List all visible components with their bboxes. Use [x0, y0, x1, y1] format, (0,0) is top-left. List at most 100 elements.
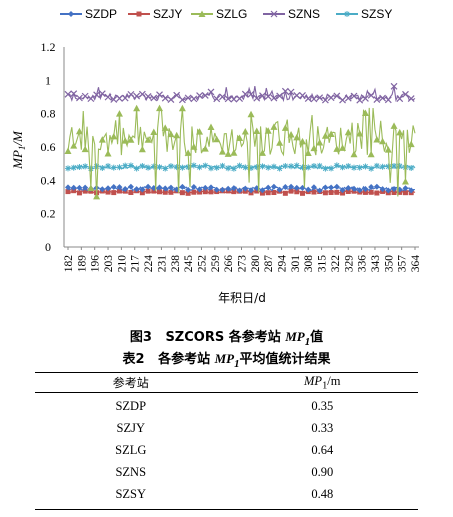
data-point — [293, 133, 301, 141]
chart-legend: SZDP SZJY SZLG SZNS SZSY — [60, 7, 392, 21]
data-point — [190, 184, 197, 191]
figure-caption-prefix: SZCORS 各参考站 — [165, 330, 286, 345]
data-point — [379, 94, 387, 102]
data-point — [299, 92, 306, 99]
header-mp1: MP1/m — [226, 373, 418, 393]
legend-marker — [136, 11, 142, 17]
data-point — [333, 92, 341, 100]
data-point — [321, 96, 329, 104]
data-point — [241, 90, 249, 98]
legend-item-szsy: SZSY — [336, 7, 392, 21]
data-point — [265, 164, 272, 171]
data-point — [93, 192, 101, 200]
data-point — [356, 187, 363, 194]
x-tick-label: 182 — [63, 255, 75, 273]
x-tick-label: 357 — [397, 255, 409, 273]
data-point — [379, 186, 386, 193]
series-szns — [64, 82, 416, 104]
data-point — [305, 186, 312, 193]
cell-value: 0.33 — [311, 420, 334, 435]
data-point — [356, 96, 364, 104]
data-point — [116, 184, 123, 191]
data-point — [253, 164, 260, 171]
data-point — [82, 163, 89, 170]
data-point — [139, 190, 145, 196]
data-point — [391, 189, 397, 195]
data-point — [396, 95, 404, 103]
data-point — [333, 162, 340, 169]
data-point — [373, 162, 380, 169]
data-point — [408, 164, 415, 171]
data-point — [345, 188, 351, 194]
data-point — [385, 187, 392, 194]
table-caption-subscript: 1 — [234, 357, 240, 370]
data-point — [178, 104, 186, 112]
data-point — [190, 162, 197, 169]
table-label: 表2 — [122, 352, 145, 367]
data-point — [219, 162, 226, 169]
table-row: SZSY 0.48 — [35, 483, 418, 505]
data-point — [128, 189, 134, 195]
data-point — [328, 189, 334, 195]
data-point — [368, 183, 375, 190]
data-point — [116, 94, 123, 102]
data-point — [219, 93, 226, 101]
data-point — [65, 189, 71, 195]
data-point — [110, 96, 118, 103]
data-point — [264, 92, 272, 100]
data-point — [98, 90, 106, 98]
data-point — [65, 184, 71, 191]
data-point — [219, 186, 226, 193]
data-point — [115, 110, 123, 117]
data-point — [402, 190, 408, 196]
data-point — [202, 184, 209, 191]
data-point — [87, 184, 95, 192]
data-point — [70, 90, 78, 98]
data-point — [241, 128, 249, 135]
data-point — [127, 183, 134, 190]
y-tick-label: 1 — [45, 73, 51, 87]
x-tick-label: 252 — [196, 255, 208, 273]
data-point — [218, 148, 226, 155]
data-point — [304, 95, 312, 102]
data-point — [81, 145, 89, 153]
series-szlg — [64, 104, 416, 200]
data-point — [213, 135, 221, 143]
data-point — [373, 135, 381, 143]
data-point — [225, 185, 232, 192]
x-tick-label: 287 — [263, 255, 275, 273]
data-point — [104, 93, 112, 101]
x-tick-label: 238 — [170, 255, 182, 273]
data-point — [333, 145, 341, 152]
data-point — [75, 127, 83, 135]
legend-label: SZLG — [216, 7, 247, 21]
data-point — [161, 124, 169, 131]
data-point — [76, 94, 83, 102]
data-point — [316, 187, 323, 194]
data-point — [334, 189, 340, 195]
data-point — [258, 149, 266, 156]
data-point — [407, 140, 415, 148]
data-point — [401, 177, 409, 185]
data-point — [287, 130, 295, 138]
legend-marker — [344, 11, 350, 17]
data-point — [390, 82, 398, 90]
legend-marker — [270, 10, 278, 18]
data-point — [82, 188, 88, 194]
table-bottom-rule — [35, 509, 418, 510]
legend-item-szns: SZNS — [263, 7, 320, 21]
data-point — [408, 187, 415, 194]
data-point — [396, 163, 403, 170]
data-point — [328, 184, 335, 191]
data-point — [281, 87, 289, 95]
data-point — [236, 162, 243, 169]
data-point — [339, 96, 346, 104]
data-point — [407, 95, 415, 102]
data-point — [293, 91, 301, 99]
data-point — [110, 164, 117, 171]
x-tick-label: 224 — [143, 255, 155, 273]
data-point — [305, 164, 312, 171]
data-point — [196, 92, 203, 99]
cell-value: 0.90 — [311, 464, 334, 479]
series-line — [67, 107, 416, 197]
